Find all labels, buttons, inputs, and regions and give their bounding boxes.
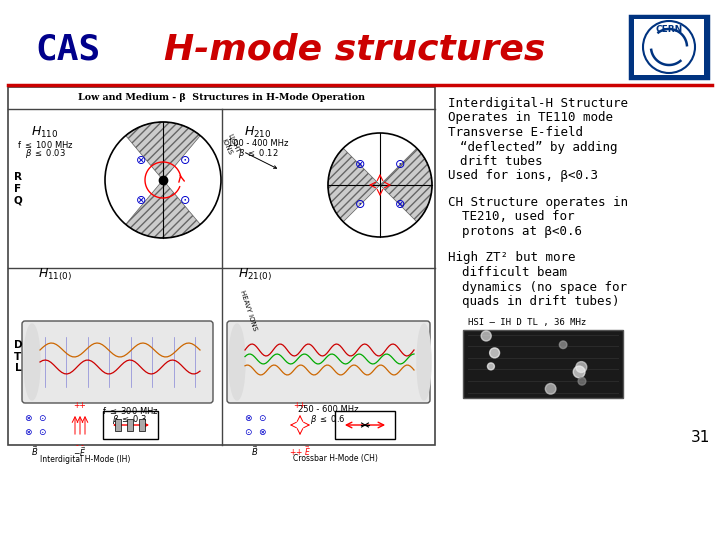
Text: $\otimes$: $\otimes$ [135,193,147,206]
Text: $\otimes$: $\otimes$ [258,427,266,437]
Text: ++: ++ [73,401,86,409]
Bar [463,329,623,397]
Text: $\beta$ $\leq$ 0.6: $\beta$ $\leq$ 0.6 [310,414,346,427]
Text: CH Structure operates in: CH Structure operates in [448,196,628,209]
Text: $\beta$ $\leq$ 0.03: $\beta$ $\leq$ 0.03 [24,146,66,159]
Wedge shape [126,122,200,180]
Text: $\otimes$: $\otimes$ [135,153,147,166]
Text: Operates in TE110 mode: Operates in TE110 mode [448,111,613,125]
Circle shape [328,133,432,237]
Text: Interdigital H-Mode (IH): Interdigital H-Mode (IH) [40,455,130,463]
Bar [127,419,133,431]
Text: High ZT² but more: High ZT² but more [448,252,575,265]
Text: drift tubes: drift tubes [460,155,542,168]
Circle shape [17,407,53,443]
Text: $\odot$: $\odot$ [395,159,405,172]
Text: - -: - - [76,441,84,449]
Text: ++ $\vec{E}$: ++ $\vec{E}$ [289,444,311,458]
Text: $\otimes$: $\otimes$ [354,159,366,172]
Text: $\vec{B}$: $\vec{B}$ [32,444,39,458]
Text: Low and Medium - β  Structures in H-Mode Operation: Low and Medium - β Structures in H-Mode … [78,93,365,103]
Circle shape [559,341,567,348]
Circle shape [237,407,273,443]
Text: $\beta$ $\leq$ 0.12: $\beta$ $\leq$ 0.12 [238,146,279,159]
Text: “deflected” by adding: “deflected” by adding [460,140,618,153]
Text: 250 - 600 MHz: 250 - 600 MHz [298,406,359,415]
Text: protons at β<0.6: protons at β<0.6 [462,225,582,238]
Ellipse shape [229,324,245,400]
Text: Crossbar H-Mode (CH): Crossbar H-Mode (CH) [292,455,377,463]
Text: ++: ++ [294,401,307,409]
Bar [139,419,145,431]
Circle shape [578,377,586,385]
Text: LIGHT
IONS: LIGHT IONS [220,133,276,168]
Text: quads in drift tubes): quads in drift tubes) [462,295,619,308]
Text: $\otimes$: $\otimes$ [24,427,32,437]
Text: TE210, used for: TE210, used for [462,211,575,224]
Text: H-mode structures: H-mode structures [164,33,546,67]
Text: $\odot$: $\odot$ [354,199,366,212]
Text: $H_{21(0)}$: $H_{21(0)}$ [238,267,272,283]
Ellipse shape [24,324,40,400]
Bar [335,411,395,439]
Circle shape [576,362,587,373]
Text: f $\leq$ 100 MHz: f $\leq$ 100 MHz [17,138,73,150]
Text: $\odot$: $\odot$ [37,413,46,423]
Text: $\otimes$: $\otimes$ [243,413,253,423]
Circle shape [105,122,221,238]
Circle shape [545,383,556,394]
Wedge shape [126,180,200,238]
Text: D
T
L: D T L [14,340,22,373]
FancyBboxPatch shape [227,321,430,403]
Circle shape [487,363,495,370]
Wedge shape [380,148,432,222]
Bar [8,87,435,445]
Bar [630,16,708,78]
Ellipse shape [69,408,91,442]
Text: dynamics (no space for: dynamics (no space for [462,280,627,294]
Bar [115,419,121,431]
Text: $\beta$ $\leq$ 0.3: $\beta$ $\leq$ 0.3 [112,414,148,427]
Ellipse shape [417,324,431,400]
Bar [634,19,704,75]
Text: $\otimes$: $\otimes$ [24,413,32,423]
Text: difficult beam: difficult beam [462,266,567,279]
Text: Transverse E-field: Transverse E-field [448,126,583,139]
Text: $\odot$: $\odot$ [179,153,191,166]
FancyBboxPatch shape [22,321,213,403]
Circle shape [490,348,500,358]
Text: $\otimes$: $\otimes$ [395,199,405,212]
Text: R
F
Q: R F Q [14,172,22,205]
Text: Used for ions, β<0.3: Used for ions, β<0.3 [448,170,598,183]
Text: CAS: CAS [35,33,101,67]
Circle shape [643,21,695,73]
Text: $-\vec{E}$: $-\vec{E}$ [73,445,86,459]
Circle shape [573,366,585,378]
Text: HEAVY IONS: HEAVY IONS [238,289,257,331]
Text: $\odot$: $\odot$ [258,413,266,423]
Text: $H_{11(0)}$: $H_{11(0)}$ [38,267,72,283]
Text: $H_{210}$: $H_{210}$ [244,124,271,139]
Text: HSI – IH D TL , 36 MHz: HSI – IH D TL , 36 MHz [468,318,586,327]
Text: $\odot$: $\odot$ [179,193,191,206]
Text: $\odot$: $\odot$ [37,427,46,437]
Text: f $\leq$ 300 MHz: f $\leq$ 300 MHz [102,404,158,415]
Circle shape [481,331,491,341]
Text: CERN: CERN [655,25,683,35]
Text: 31: 31 [690,429,710,444]
Text: $\odot$: $\odot$ [243,427,253,437]
Text: Interdigital-H Structure: Interdigital-H Structure [448,97,628,110]
Text: $H_{110}$: $H_{110}$ [31,124,59,139]
Text: $\vec{B}$: $\vec{B}$ [251,444,258,458]
Wedge shape [328,148,380,222]
Bar [103,411,158,439]
Text: 100 - 400 MHz: 100 - 400 MHz [228,139,288,148]
Ellipse shape [285,410,315,440]
